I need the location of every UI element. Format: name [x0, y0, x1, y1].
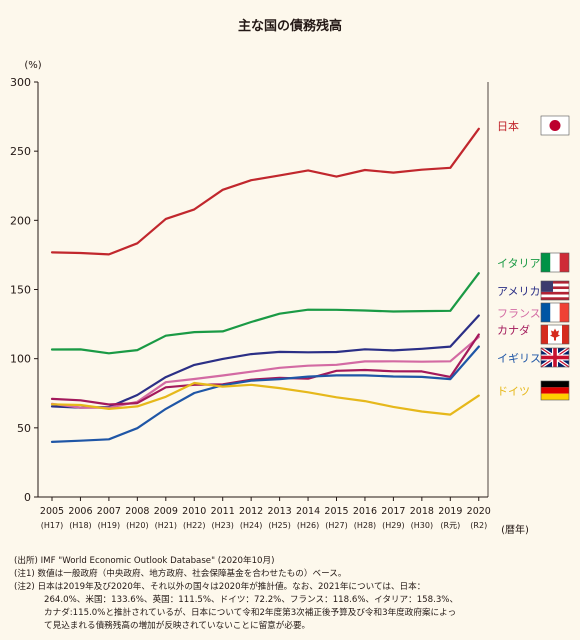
- x-tick-label: 2020: [467, 506, 491, 517]
- italy-flag-icon: [540, 252, 570, 273]
- x-era-label: (H23): [211, 521, 233, 530]
- x-era-label: (H28): [354, 521, 376, 530]
- y-tick-label: 150: [10, 284, 31, 297]
- series-line: [50, 314, 480, 409]
- x-era-label: (R2): [470, 521, 487, 530]
- y-tick-label: 200: [10, 214, 31, 227]
- y-tick-label: 100: [10, 353, 31, 366]
- x-era-label: (H22): [183, 521, 205, 530]
- x-tick-label: 2010: [182, 506, 206, 517]
- note-2: (注2) 日本は2019年及び2020年、それ以外の国々は2020年が推計値。な…: [14, 582, 426, 592]
- y-tick-label: 50: [17, 422, 31, 435]
- y-ticks: 0 50 100 150 200 250 300: [10, 76, 38, 504]
- chart-title: 主な国の債務残高: [238, 18, 342, 34]
- x-tick-label: 2019: [438, 506, 462, 517]
- x-era-label: (R元): [440, 521, 460, 530]
- usa-flag-icon: [540, 280, 570, 301]
- y-tick-label: 0: [24, 491, 31, 504]
- x-tick-label: 2017: [381, 506, 405, 517]
- x-tick-label: 2009: [154, 506, 178, 517]
- germany-flag-icon: [540, 380, 570, 401]
- legend-label: イギリス: [497, 352, 541, 365]
- x-era-label: (H29): [382, 521, 404, 530]
- x-era-label: (H21): [155, 521, 177, 530]
- x-tick-label: 2005: [40, 506, 64, 517]
- canada-flag-icon: [540, 324, 570, 345]
- note-2-line-2: 264.0%、米国：133.6%、英国：111.5%、ドイツ：72.2%、フラン…: [44, 595, 459, 605]
- x-ticks: 2005 (H17) 2006 (H18) 2007 (H19) 2008 (H20) 2009…: [40, 497, 491, 530]
- legend-label: イタリア: [497, 257, 541, 270]
- legend-label: ドイツ: [497, 385, 530, 398]
- japan-flag-icon: [540, 115, 570, 136]
- x-tick-label: 2013: [268, 506, 292, 517]
- uk-flag-icon: [540, 346, 570, 369]
- legend-label: フランス: [497, 307, 541, 320]
- x-era-label: (H24): [240, 521, 262, 530]
- y-axis-label: (%): [24, 60, 41, 71]
- legend-label: カナダ: [497, 323, 530, 337]
- x-era-label: (H30): [411, 521, 433, 530]
- series-line: [50, 272, 480, 355]
- x-era-label: (H25): [268, 521, 290, 530]
- footnotes: (出所) IMF "World Economic Outlook Databas…: [14, 555, 570, 633]
- x-tick-label: 2007: [97, 506, 121, 517]
- x-era-label: (H19): [98, 521, 120, 530]
- debt-chart: 主な国の債務残高 (%) (暦年) 0 50 100 150 200 250 300 200…: [10, 18, 570, 536]
- series-lines: [50, 127, 480, 443]
- series-line: [50, 127, 480, 256]
- x-tick-label: 2008: [125, 506, 149, 517]
- y-tick-label: 300: [10, 76, 31, 89]
- x-tick-label: 2006: [68, 506, 92, 517]
- x-tick-label: 2016: [353, 506, 377, 517]
- x-axis-label: (暦年): [501, 523, 529, 536]
- note-2-line-4: て見込まれる債務残高の増加が反映されていないことに留意が必要。: [44, 621, 311, 631]
- x-tick-label: 2011: [211, 506, 235, 517]
- source-note: (出所) IMF "World Economic Outlook Databas…: [14, 556, 275, 566]
- x-tick-label: 2014: [296, 506, 320, 517]
- note-1: (注1) 数値は一般政府（中央政府、地方政府、社会保障基金を合わせたもの）ベース…: [14, 569, 347, 579]
- x-tick-label: 2012: [239, 506, 263, 517]
- x-tick-label: 2018: [410, 506, 434, 517]
- x-era-label: (H27): [325, 521, 347, 530]
- x-era-label: (H18): [69, 521, 91, 530]
- legend-label: 日本: [497, 119, 519, 133]
- x-tick-label: 2015: [324, 506, 348, 517]
- x-era-label: (H26): [297, 521, 319, 530]
- y-tick-label: 250: [10, 145, 31, 158]
- legend-label: アメリカ: [497, 285, 540, 298]
- series-line: [50, 381, 480, 416]
- france-flag-icon: [540, 302, 570, 323]
- x-era-label: (H20): [126, 521, 148, 530]
- note-2-line-3: カナダ:115.0%と推計されているが、日本について令和2年度第3次補正後予算及…: [44, 608, 457, 618]
- x-era-label: (H17): [41, 521, 63, 530]
- series-line: [50, 345, 480, 443]
